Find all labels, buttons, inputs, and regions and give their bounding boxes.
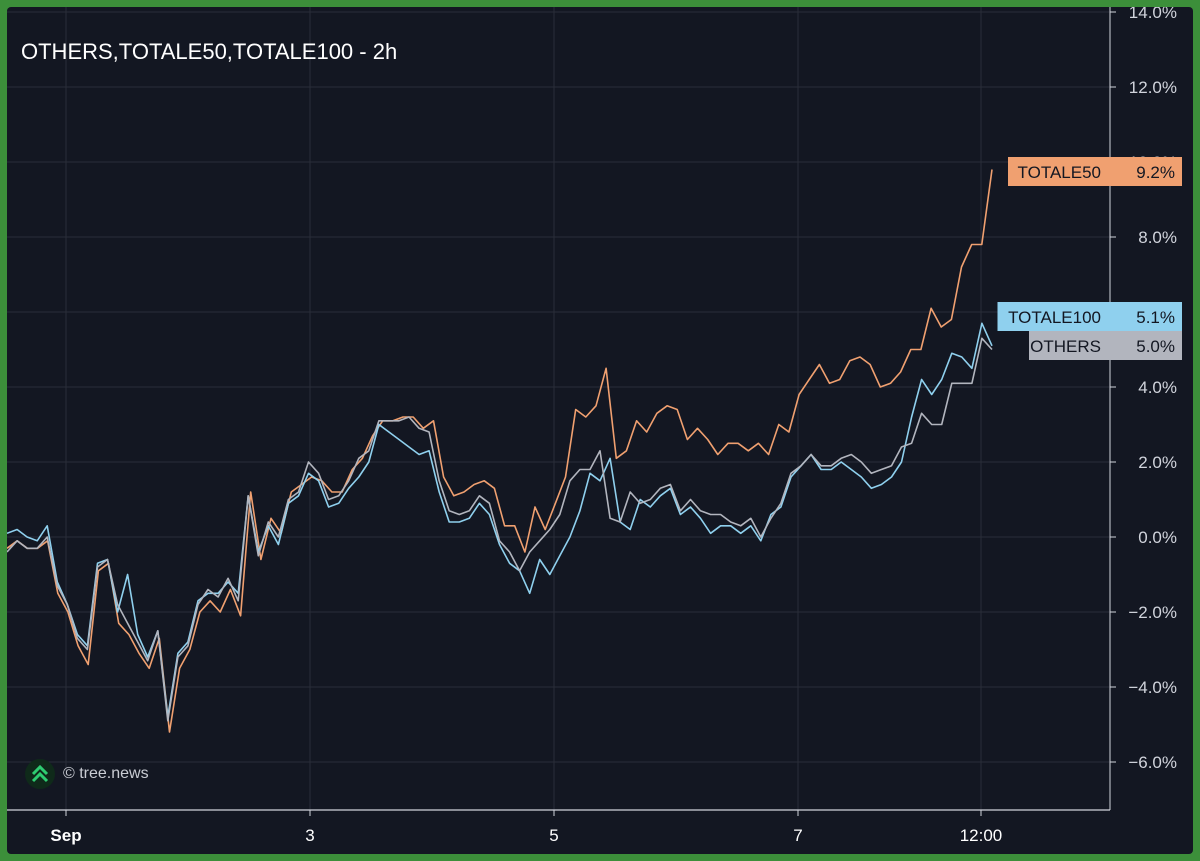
series-name-label: OTHERS bbox=[1030, 337, 1101, 356]
chart-title: OTHERS,TOTALE50,TOTALE100 - 2h bbox=[21, 39, 398, 64]
y-tick-label: 12.0% bbox=[1129, 78, 1177, 97]
series-value-label: 9.2% bbox=[1136, 163, 1175, 182]
y-tick-label: 0.0% bbox=[1138, 528, 1177, 547]
series-value-box bbox=[1110, 302, 1182, 331]
y-tick-label: 2.0% bbox=[1138, 453, 1177, 472]
x-tick-label: 3 bbox=[305, 826, 314, 845]
series-name-box bbox=[1029, 331, 1110, 360]
series-line-others bbox=[7, 337, 993, 722]
series-value-label: 5.0% bbox=[1136, 337, 1175, 356]
y-tick-label: −6.0% bbox=[1128, 753, 1177, 772]
last-value-labels: TOTALE50 9.2% TOTALE100 5.1% OTHERS 5.0% bbox=[997, 157, 1182, 360]
series-name-label: TOTALE50 bbox=[1018, 163, 1101, 182]
x-tick-label: 7 bbox=[793, 826, 802, 845]
x-tick-label: 5 bbox=[549, 826, 558, 845]
series-value-box bbox=[1110, 157, 1182, 186]
y-axis: −6.0%−4.0%−2.0%0.0%2.0%4.0%6.0%8.0%10.0%… bbox=[1109, 7, 1177, 810]
x-axis: Sep 3 5 7 12:00 bbox=[7, 809, 1110, 845]
series-layer bbox=[7, 169, 993, 733]
watermark-text: © tree.news bbox=[63, 765, 149, 782]
series-name-box bbox=[997, 302, 1110, 331]
y-tick-label: −2.0% bbox=[1128, 603, 1177, 622]
y-tick-label: 4.0% bbox=[1138, 378, 1177, 397]
watermark: © tree.news bbox=[25, 759, 149, 789]
chart-panel: −6.0%−4.0%−2.0%0.0%2.0%4.0%6.0%8.0%10.0%… bbox=[7, 7, 1193, 854]
series-value-box bbox=[1110, 331, 1182, 360]
series-name-label: TOTALE100 bbox=[1008, 308, 1101, 327]
y-tick-label: −4.0% bbox=[1128, 678, 1177, 697]
series-value-label: 5.1% bbox=[1136, 308, 1175, 327]
x-tick-label: Sep bbox=[50, 826, 81, 845]
double-chevron-up-icon bbox=[25, 759, 55, 789]
grid-lines bbox=[7, 7, 1110, 810]
x-tick-label: 12:00 bbox=[960, 826, 1003, 845]
y-tick-label: 14.0% bbox=[1129, 7, 1177, 22]
y-tick-label: 8.0% bbox=[1138, 228, 1177, 247]
series-line-totale50 bbox=[7, 169, 993, 733]
chart-canvas[interactable]: −6.0%−4.0%−2.0%0.0%2.0%4.0%6.0%8.0%10.0%… bbox=[7, 7, 1193, 854]
series-line-totale100 bbox=[7, 322, 993, 718]
series-name-box bbox=[1008, 157, 1110, 186]
